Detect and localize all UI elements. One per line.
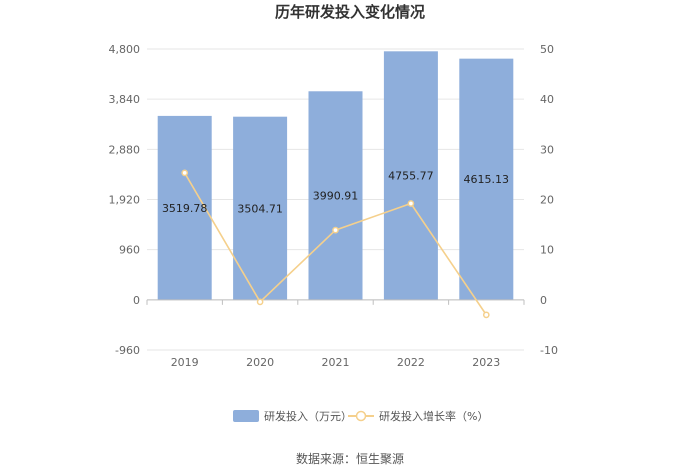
chart-title: 历年研发投入变化情况 xyxy=(275,3,425,21)
y-right-tick-label: 0 xyxy=(540,294,547,307)
y-right-tick-label: 20 xyxy=(540,194,554,207)
y-left-tick-label: 1,920 xyxy=(109,194,141,207)
bar-value-label: 3990.91 xyxy=(313,190,359,203)
bar-value-label: 3519.78 xyxy=(162,202,208,215)
bar-value-labels: 3519.78 3504.71 3990.91 4755.77 4615.13 xyxy=(162,170,509,216)
x-tick-label: 2023 xyxy=(472,356,500,369)
y-left-tick-label: 3,840 xyxy=(109,93,141,106)
growth-point xyxy=(181,169,189,177)
bar xyxy=(157,115,212,300)
growth-point xyxy=(482,311,490,319)
y-right-tick-label: 50 xyxy=(540,43,554,56)
legend-label-bar: 研发投入（万元） xyxy=(264,409,352,423)
y-left-tick-label: -960 xyxy=(115,344,140,357)
legend: 研发投入（万元） 研发投入增长率（%） xyxy=(233,409,488,423)
legend-swatch-bar xyxy=(233,410,259,422)
y-left-tick-label: 0 xyxy=(133,294,140,307)
y-right-tick-label: 30 xyxy=(540,143,554,156)
y-left-tick-label: 960 xyxy=(119,244,140,257)
bar xyxy=(308,91,363,300)
x-axis: 2019 2020 2021 2022 2023 xyxy=(146,299,525,369)
y-right-tick-label: 10 xyxy=(540,244,554,257)
bar-series xyxy=(157,51,514,300)
growth-point xyxy=(407,200,415,207)
bar-value-label: 4615.13 xyxy=(464,173,510,186)
x-tick-label: 2020 xyxy=(246,356,274,369)
y-axis-right: 50 40 30 20 10 0 -10 xyxy=(540,43,558,357)
x-tick-label: 2021 xyxy=(322,356,350,369)
x-tick-label: 2019 xyxy=(171,356,199,369)
data-source: 数据来源：恒生聚源 xyxy=(296,451,404,466)
y-right-tick-label: -10 xyxy=(540,344,558,357)
x-tick-label: 2022 xyxy=(397,356,425,369)
legend-label-line: 研发投入增长率（%） xyxy=(379,409,488,423)
bar xyxy=(233,116,288,300)
bar-value-label: 4755.77 xyxy=(388,170,434,183)
bar-value-label: 3504.71 xyxy=(237,202,283,215)
growth-point xyxy=(332,226,339,234)
bar xyxy=(459,58,514,300)
y-left-tick-label: 4,800 xyxy=(109,43,141,56)
legend-swatch-marker xyxy=(355,410,367,422)
y-right-tick-label: 40 xyxy=(540,93,554,106)
y-axis-left: 4,800 3,840 2,880 1,920 960 0 -960 xyxy=(109,43,141,357)
line-series xyxy=(181,169,490,319)
bar xyxy=(383,51,438,300)
growth-point xyxy=(256,298,264,306)
y-left-tick-label: 2,880 xyxy=(109,143,141,156)
